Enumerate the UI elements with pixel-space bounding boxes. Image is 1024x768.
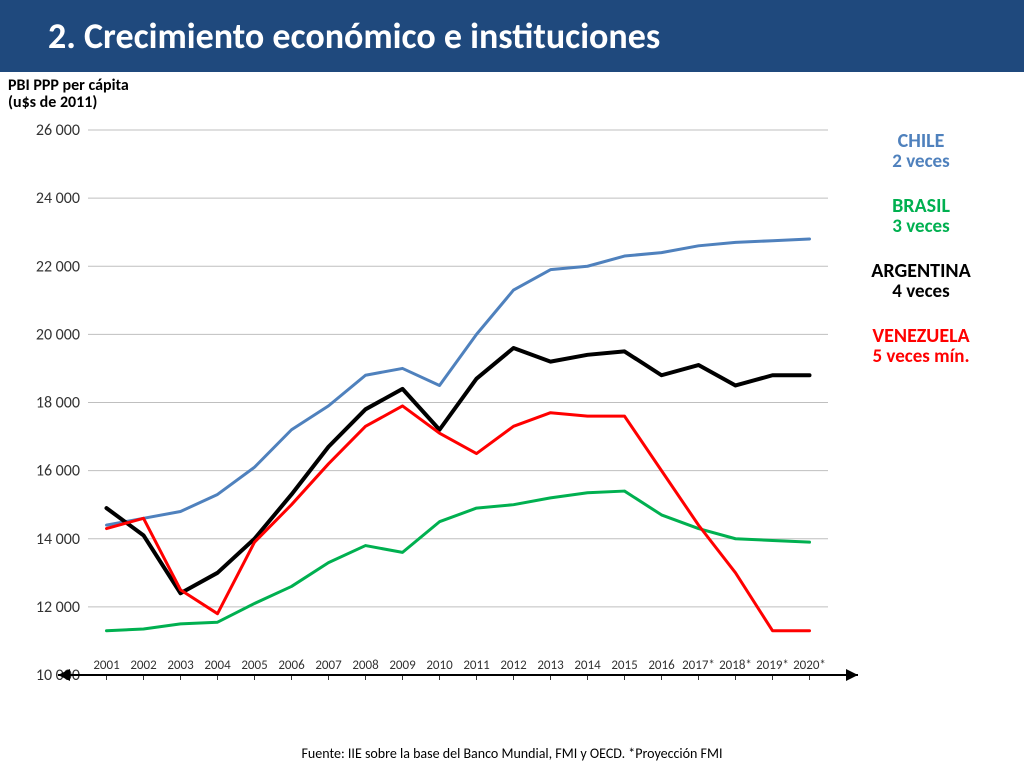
x-tick-label: 2018* xyxy=(719,658,752,673)
subtitle-line-2: (u$s de 2011) xyxy=(8,93,97,112)
y-axis-label: PBI PPP per cápita (u$s de 2011) xyxy=(8,78,129,112)
y-tick-label: 12 000 xyxy=(36,598,80,617)
y-tick-label: 14 000 xyxy=(36,530,80,549)
x-tick-label: 2020* xyxy=(793,658,826,673)
page-title: 2. Crecimiento económico e instituciones xyxy=(48,14,660,58)
x-tick-label: 2001 xyxy=(93,658,119,673)
x-tick-label: 2003 xyxy=(167,658,194,673)
header-band: 2. Crecimiento económico e instituciones xyxy=(0,0,1024,72)
y-tick-label: 20 000 xyxy=(36,325,80,344)
y-tick-label: 26 000 xyxy=(36,121,80,140)
x-tick-label: 2014 xyxy=(574,658,601,673)
x-tick-label: 2006 xyxy=(278,658,305,673)
y-tick-label: 18 000 xyxy=(36,394,80,413)
x-tick-label: 2019* xyxy=(756,658,789,673)
x-tick-label: 2002 xyxy=(130,658,157,673)
x-tick-label: 2016 xyxy=(648,658,675,673)
x-tick-label: 2008 xyxy=(352,658,379,673)
source-footnote: Fuente: IIE sobre la base del Banco Mund… xyxy=(0,745,1024,762)
x-tick-label: 2005 xyxy=(241,658,267,673)
series-line-chile xyxy=(107,239,810,525)
x-tick-label: 2011 xyxy=(463,658,489,673)
x-axis-arrow-right xyxy=(846,669,858,681)
x-tick-label: 2013 xyxy=(537,658,564,673)
y-tick-label: 16 000 xyxy=(36,462,80,481)
x-tick-label: 2004 xyxy=(204,658,231,673)
x-tick-label: 2017* xyxy=(682,658,715,673)
y-tick-label: 22 000 xyxy=(36,257,80,276)
x-tick-label: 2009 xyxy=(389,658,416,673)
series-line-venezuela xyxy=(107,406,810,631)
x-tick-label: 2012 xyxy=(500,658,527,673)
line-chart-svg: 10 00012 00014 00016 00018 00020 00022 0… xyxy=(0,120,1024,730)
x-tick-label: 2015 xyxy=(611,658,637,673)
chart: 10 00012 00014 00016 00018 00020 00022 0… xyxy=(0,120,1024,730)
x-tick-label: 2007 xyxy=(315,658,342,673)
x-tick-label: 2010 xyxy=(426,658,453,673)
y-tick-label: 24 000 xyxy=(36,189,80,208)
